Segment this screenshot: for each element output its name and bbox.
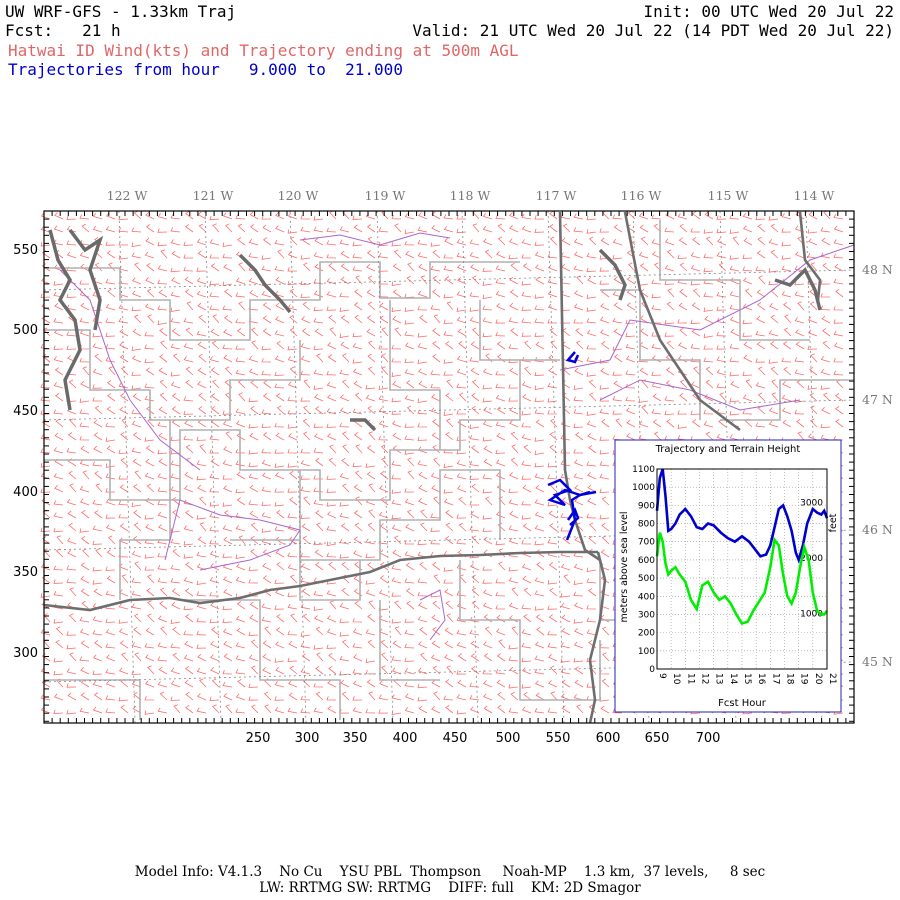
inset-x-ticks: 9 10 11 12 13 14 15 16 17 18 19 20 21 [657, 673, 837, 685]
inset-ylabel-right: feet [828, 513, 839, 532]
inset-x-tick-label: 21 [827, 673, 837, 684]
x-grid-label: 550 [546, 731, 571, 746]
inset-series [655, 468, 829, 626]
longitude-label: 114 W [794, 188, 835, 203]
inset-x-tick-label: 14 [728, 673, 738, 685]
longitude-label: 119 W [365, 188, 406, 203]
x-grid-label: 350 [343, 731, 368, 746]
inset-title: Trajectory and Terrain Height [655, 444, 801, 455]
inset-x-tick-label: 16 [756, 673, 766, 685]
model-title: UW WRF-GFS - 1.33km Traj [5, 2, 237, 21]
latitude-label: 45 N [862, 654, 893, 669]
x-grid-label: 700 [696, 731, 721, 746]
inset-x-tick-label: 15 [742, 673, 752, 684]
inset-x-tick-label: 20 [813, 673, 823, 685]
inset-y-tick-label: 600 [638, 556, 655, 566]
latitude-label: 48 N [862, 262, 893, 277]
model-info-line1: Model Info: V4.1.3 No Cu YSU PBL Thompso… [134, 864, 766, 880]
field-subtitle: Hatwai ID Wind(kts) and Trajectory endin… [8, 41, 519, 60]
inset-plot-frame [656, 468, 828, 670]
valid-time: Valid: 21 UTC Wed 20 Jul 22 (14 PDT Wed … [412, 21, 894, 40]
rivers [48, 228, 822, 432]
longitude-label: 115 W [708, 188, 749, 203]
inset-y-tick-label: 200 [638, 629, 655, 639]
inset-grid [656, 468, 828, 670]
inset-y-tick-label: 1100 [632, 465, 655, 475]
x-grid-label: 650 [645, 731, 670, 746]
inset-y-tick-label: 1000 [632, 483, 655, 493]
x-grid-label: 300 [295, 731, 320, 746]
y-grid-label: 350 [13, 565, 38, 580]
x-grid-label: 400 [393, 731, 418, 746]
y-grid-labels: 550 500 450 400 350 300 [13, 243, 38, 661]
latitude-label: 47 N [862, 392, 893, 407]
inset-x-tick-label: 10 [671, 673, 681, 685]
inset-y-tick-label: 500 [638, 574, 655, 584]
y-grid-label: 300 [13, 646, 38, 661]
inset-xlabel: Fcst Hour [718, 698, 767, 709]
inset-y-tick-label: 700 [638, 538, 655, 548]
y-grid-label: 550 [13, 243, 38, 258]
water-features [59, 232, 855, 641]
inset-ylabel-left: meters above sea level [619, 512, 630, 623]
y-grid-label: 450 [13, 404, 38, 419]
trajectory-terrain-inset: Trajectory and Terrain Height meters abo… [614, 439, 842, 713]
inset-y-tick-label: 100 [638, 647, 655, 657]
x-grid-label: 450 [443, 731, 468, 746]
longitude-label: 117 W [536, 188, 577, 203]
inset-x-tick-label: 13 [714, 673, 724, 684]
inset-feet-tick-label: 1000 [800, 610, 823, 620]
longitude-label: 121 W [193, 188, 234, 203]
inset-x-tick-label: 9 [657, 673, 667, 679]
inset-x-tick-label: 18 [785, 673, 795, 685]
y-grid-label: 400 [13, 485, 38, 500]
longitude-label: 122 W [107, 188, 148, 203]
y-grid-label: 500 [13, 323, 38, 338]
x-grid-label: 600 [596, 731, 621, 746]
inset-x-tick-label: 19 [799, 673, 809, 685]
inset-feet-ticks: 1000 2000 3000 [800, 499, 823, 620]
frame-ticks [43, 210, 854, 723]
inset-y-tick-label: 400 [638, 592, 655, 602]
inset-feet-tick-label: 3000 [800, 499, 823, 509]
inset-x-tick-label: 17 [770, 673, 780, 684]
inset-y-tick-label: 300 [638, 610, 655, 620]
longitude-label: 116 W [621, 188, 662, 203]
trajectory-height-line [655, 468, 829, 564]
inset-feet-tick-label: 2000 [800, 554, 823, 564]
x-grid-label: 500 [496, 731, 521, 746]
inset-y-tick-label: 0 [649, 665, 655, 675]
trajectory-path [547, 351, 597, 541]
inset-x-tick-label: 12 [700, 673, 710, 684]
longitude-label: 118 W [450, 188, 491, 203]
init-time: Init: 00 UTC Wed 20 Jul 22 [643, 2, 894, 21]
latitude-labels: 48 N 47 N 46 N 45 N [862, 262, 893, 669]
longitude-label: 120 W [278, 188, 319, 203]
longitude-labels: 122 W 121 W 120 W 119 W 118 W 117 W 116 W 115 W… [107, 188, 835, 203]
x-grid-label: 250 [246, 731, 271, 746]
forecast-hour: Fcst: 21 h [5, 21, 121, 40]
inset-y-ticks: 0 100 200 300 400 500 600 700 800 900 1000 1100 [632, 465, 655, 675]
x-grid-labels: 250 300 350 400 450 500 550 600 650 700 [246, 731, 721, 746]
trajectory-subtitle: Trajectories from hour 9.000 to 21.000 [8, 60, 403, 79]
inset-y-tick-label: 800 [638, 520, 655, 530]
inset-x-tick-label: 11 [685, 673, 695, 684]
terrain-height-line [655, 532, 829, 626]
latitude-label: 46 N [862, 522, 893, 537]
model-info-line2: LW: RRTMG SW: RRTMG DIFF: full KM: 2D Sm… [259, 880, 641, 896]
state-borders [43, 211, 822, 724]
inset-y-tick-label: 900 [638, 501, 655, 511]
inset-frame [614, 439, 842, 713]
